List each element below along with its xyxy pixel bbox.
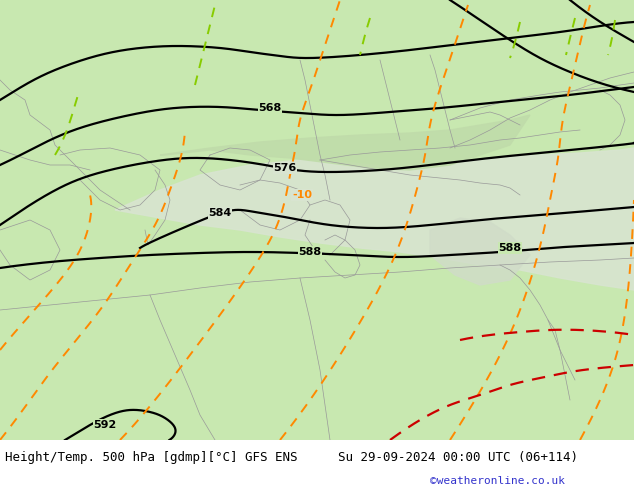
Polygon shape: [0, 290, 634, 440]
Polygon shape: [160, 115, 530, 170]
Text: Su 29-09-2024 00:00 UTC (06+114): Su 29-09-2024 00:00 UTC (06+114): [338, 451, 578, 464]
Text: 576: 576: [273, 163, 297, 173]
Text: 584: 584: [209, 208, 231, 218]
Text: -10: -10: [292, 190, 312, 200]
Text: ©weatheronline.co.uk: ©weatheronline.co.uk: [430, 476, 565, 486]
Text: 588: 588: [498, 243, 522, 253]
Text: 592: 592: [93, 420, 117, 430]
Text: 568: 568: [259, 103, 281, 113]
Text: Height/Temp. 500 hPa [gdmp][°C] GFS ENS: Height/Temp. 500 hPa [gdmp][°C] GFS ENS: [5, 451, 297, 464]
Polygon shape: [430, 218, 530, 285]
Text: 588: 588: [299, 247, 321, 257]
Polygon shape: [115, 148, 634, 290]
